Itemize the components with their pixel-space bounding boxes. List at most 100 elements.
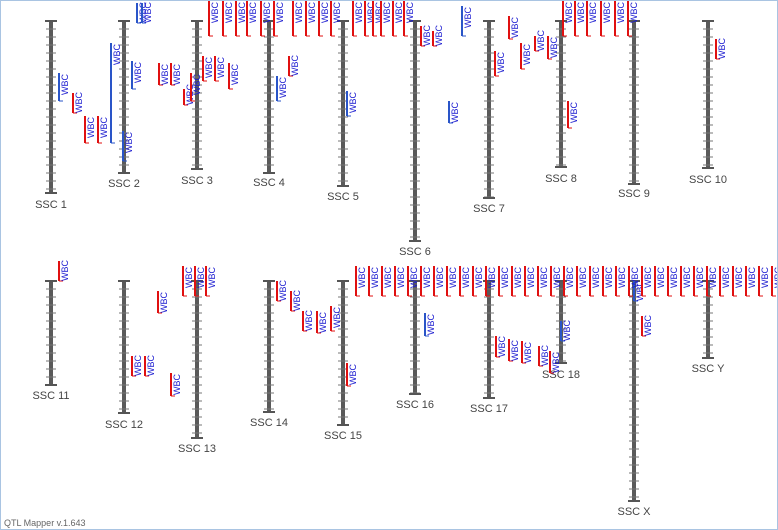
qtl-label: WBC	[74, 92, 84, 113]
qtl-label: WBC	[434, 25, 444, 46]
qtl-label: WBC	[616, 2, 626, 23]
qtl-label: WBC	[510, 17, 520, 38]
qtl-label: WBC	[576, 2, 586, 23]
qtl-label: WBC	[357, 267, 367, 288]
qtl-label: WBC	[172, 64, 182, 85]
qtl-label: WBC	[426, 314, 436, 335]
qtl-label: WBC	[602, 2, 612, 23]
qtl-label: WBC	[60, 260, 70, 281]
qtl-label: WBC	[760, 267, 770, 288]
qtl-label: WBC	[394, 2, 404, 23]
qtl-label: WBC	[539, 267, 549, 288]
qtl-label: WBC	[405, 2, 415, 23]
qtl-label: WBC	[734, 267, 744, 288]
qtl-label: WBC	[216, 57, 226, 78]
qtl-label: WBC	[526, 267, 536, 288]
qtl-label: WBC	[382, 2, 392, 23]
qtl-label: WBC	[435, 267, 445, 288]
qtl-label: WBC	[278, 280, 288, 301]
qtl-label: WBC	[591, 267, 601, 288]
qtl-label: WBC	[422, 25, 432, 46]
qtl-label: WBC	[60, 74, 70, 95]
chromosome-label: SSC 7	[473, 203, 505, 215]
qtl-label: WBC	[348, 92, 358, 113]
qtl-label: WBC	[133, 62, 143, 83]
qtl-label: WBC	[448, 267, 458, 288]
qtl-label: WBC	[463, 7, 473, 28]
qtl-label: WBC	[172, 374, 182, 395]
qtl-label: WBC	[332, 307, 342, 328]
chromosome-label: SSC 15	[324, 430, 362, 442]
chromosome-label: SSC 18	[542, 369, 580, 381]
chromosome-label: SSC 13	[178, 443, 216, 455]
qtl-label: WBC	[617, 267, 627, 288]
qtl-label: WBC	[487, 267, 497, 288]
qtl-label: WBC	[318, 312, 328, 333]
qtl-label: WBC	[237, 2, 247, 23]
qtl-label: WBC	[224, 2, 234, 23]
qtl-label: WBC	[262, 2, 272, 23]
qtl-label: WBC	[569, 102, 579, 123]
qtl-label: WBC	[635, 280, 645, 301]
qtl-label: WBC	[320, 2, 330, 23]
qtl-label: WBC	[290, 55, 300, 76]
qtl-label: WBC	[159, 292, 169, 313]
qtl-label: WBC	[409, 267, 419, 288]
chromosome-label: SSC 9	[618, 188, 650, 200]
qtl-label: WBC	[551, 352, 561, 373]
qtl-label: WBC	[86, 117, 96, 138]
qtl-label: WBC	[133, 355, 143, 376]
qtl-label: WBC	[248, 2, 258, 23]
qtl-label: WBC	[143, 2, 153, 23]
qtl-label: WBC	[747, 267, 757, 288]
qtl-label: WBC	[565, 267, 575, 288]
chromosome-label: SSC 5	[327, 191, 359, 203]
chromosome-label: SSC 8	[545, 173, 577, 185]
qtl-label: WBC	[773, 267, 777, 288]
chromosome-label: SSC 3	[181, 175, 213, 187]
qtl-label: WBC	[721, 267, 731, 288]
qtl-label: WBC	[630, 267, 640, 288]
qtl-label: WBC	[112, 44, 122, 65]
qtl-label: WBC	[278, 77, 288, 98]
chromosome-label: SSC 1	[35, 199, 67, 211]
qtl-label: WBC	[294, 2, 304, 23]
qtl-label: WBC	[124, 132, 134, 153]
qtl-label: WBC	[540, 345, 550, 366]
qtl-label: WBC	[354, 2, 364, 23]
chromosome-label: SSC 2	[108, 178, 140, 190]
qtl-label: WBC	[588, 2, 598, 23]
qtl-label: WBC	[304, 310, 314, 331]
qtl-label: WBC	[192, 74, 202, 95]
qtl-label: WBC	[523, 342, 533, 363]
qtl-label: WBC	[370, 267, 380, 288]
qtl-label: WBC	[210, 2, 220, 23]
chromosome-label: SSC 10	[689, 174, 727, 186]
qtl-label: WBC	[275, 2, 285, 23]
qtl-label: WBC	[474, 267, 484, 288]
qtl-label: WBC	[695, 267, 705, 288]
qtl-label: WBC	[564, 2, 574, 23]
qtl-label: WBC	[656, 267, 666, 288]
qtl-label: WBC	[682, 267, 692, 288]
qtl-label: WBC	[717, 38, 727, 59]
qtl-label: WBC	[366, 2, 376, 23]
qtl-label: WBC	[552, 267, 562, 288]
qtl-label: WBC	[99, 117, 109, 138]
qtl-label: WBC	[669, 267, 679, 288]
chromosome-label: SSC 4	[253, 177, 285, 189]
qtl-label: WBC	[536, 30, 546, 51]
qtl-label: WBC	[643, 315, 653, 336]
qtl-label: WBC	[383, 267, 393, 288]
qtl-label: WBC	[496, 52, 506, 73]
qtl-label: WBC	[230, 64, 240, 85]
qtl-label: WBC	[629, 2, 639, 23]
chromosome-label: SSC 16	[396, 399, 434, 411]
qtl-label: WBC	[510, 340, 520, 361]
footer: QTL Mapper v.1.643	[4, 518, 86, 528]
qtl-label: WBC	[292, 290, 302, 311]
qtl-label: WBC	[604, 267, 614, 288]
qtl-label: WBC	[450, 102, 460, 123]
